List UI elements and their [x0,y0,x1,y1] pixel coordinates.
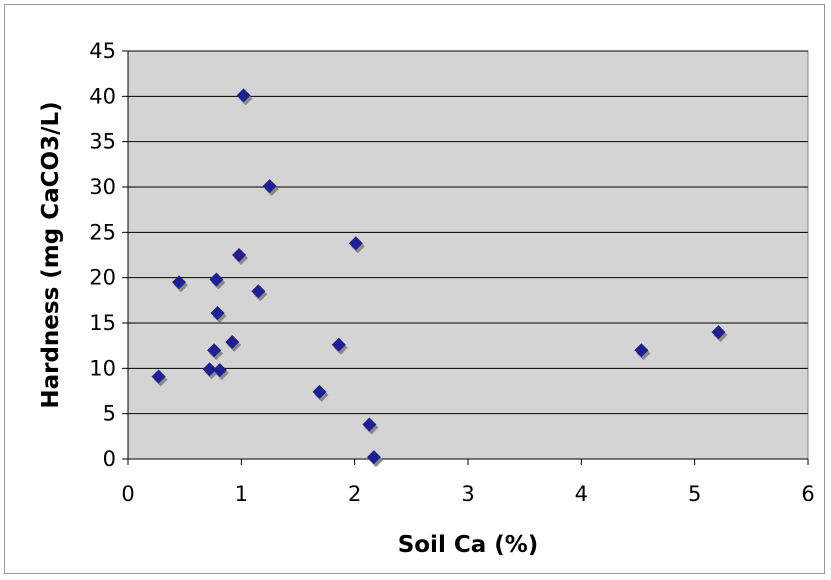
data-point-marker [209,272,224,287]
data-point-marker [225,335,240,350]
x-tick-label-1: 1 [235,482,248,506]
data-point-11 [251,284,268,302]
data-point-marker [348,236,363,251]
data-point-8 [225,335,242,353]
data-point-10 [236,88,253,106]
x-tick-labels: 0 1 2 3 4 5 6 [121,482,814,506]
data-point-12 [262,179,279,197]
data-point-9 [232,248,249,265]
y-tick-label-30: 30 [89,175,116,199]
data-point-18 [634,343,651,361]
data-point-13 [312,384,329,402]
y-axis-title: Hardness (mg CaCO3/L) [38,101,64,408]
data-point-marker [207,343,222,358]
y-tick-labels: 0 5 10 15 20 25 30 35 40 45 [89,39,116,471]
data-point-7 [212,363,229,381]
y-tick-label-35: 35 [89,130,116,154]
y-tick-label-0: 0 [103,447,116,471]
x-tick-label-6: 6 [801,482,814,506]
x-tick-label-2: 2 [348,482,361,506]
data-point-4 [207,343,224,361]
data-point-15 [348,236,365,254]
x-tick-label-3: 3 [461,482,474,506]
data-point-14 [331,337,348,355]
data-point-marker [262,179,277,194]
data-point-marker [312,384,327,399]
data-point-16 [362,417,379,435]
axes [122,50,809,465]
data-point-marker [634,343,649,358]
plot-area [127,50,809,460]
y-tick-label-5: 5 [103,402,116,426]
data-point-marker [251,284,266,299]
data-point-5 [209,272,226,290]
data-point-marker [172,275,186,290]
data-point-marker [151,369,166,384]
x-tick-label-0: 0 [121,482,134,506]
y-tick-label-25: 25 [89,220,116,244]
y-tick-label-20: 20 [89,266,116,290]
y-tick-label-15: 15 [89,311,116,335]
data-point-marker [202,362,217,377]
data-point-marker [362,417,377,432]
data-point-1 [151,369,168,387]
data-point-marker [236,88,251,103]
x-axis-title: Soil Ca (%) [398,532,539,558]
y-tick-label-40: 40 [89,84,116,108]
data-points [151,88,728,468]
data-point-marker [331,337,346,352]
data-point-marker [711,325,726,340]
data-point-19 [711,325,728,343]
gridlines [128,50,808,415]
data-point-marker [212,363,227,378]
x-tick-label-5: 5 [688,482,701,506]
data-point-2 [172,275,188,293]
y-tick-label-10: 10 [89,356,116,380]
data-point-marker [210,306,225,321]
data-point-marker [232,248,247,262]
x-tick-label-4: 4 [575,482,588,506]
data-point-17 [366,450,383,468]
y-tick-label-45: 45 [89,39,116,63]
data-point-6 [210,306,227,324]
data-point-marker [366,450,381,465]
